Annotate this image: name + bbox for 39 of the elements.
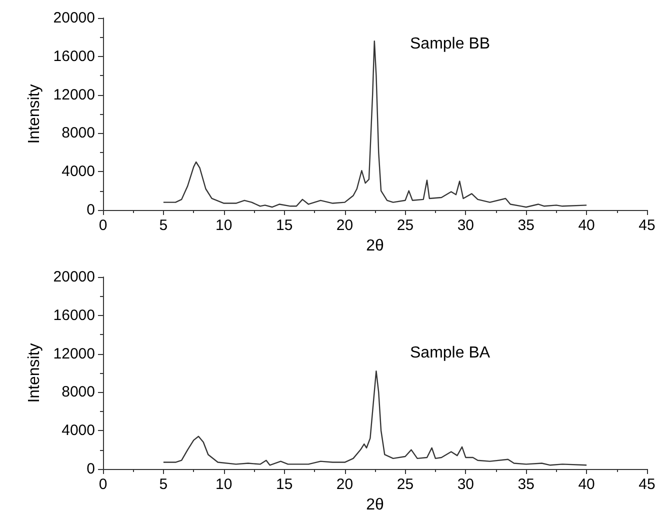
x-tick-label: 35 (518, 217, 534, 234)
y-tick-label: 4000 (62, 163, 95, 180)
y-tick-label: 12000 (53, 345, 95, 362)
x-tick-label: 40 (578, 476, 595, 493)
x-tick-label: 5 (159, 476, 168, 493)
x-tick-label: 35 (518, 476, 534, 493)
line-series (162, 370, 588, 466)
x-tick-label: 40 (578, 217, 595, 234)
y-tick-label: 0 (86, 202, 95, 218)
y-axis-title: Intensity (26, 343, 43, 403)
x-tick-label: 20 (336, 217, 354, 234)
y-tick-label: 4000 (62, 422, 95, 440)
x-tick-label: 10 (216, 217, 232, 234)
x-axis-title: 2θ (366, 238, 384, 254)
x-tick-label: 30 (457, 476, 474, 493)
x-tick-label: 15 (276, 476, 293, 493)
annotation: Sample BA (410, 344, 490, 362)
y-tick-label: 8000 (62, 384, 95, 401)
x-tick-label: 45 (638, 476, 656, 493)
x-tick-label: 30 (457, 217, 474, 234)
y-tick-label: 12000 (53, 86, 95, 104)
y-tick-label: 16000 (53, 306, 95, 324)
x-tick-label: 5 (159, 217, 168, 234)
y-tick-label: 16000 (53, 48, 95, 65)
x-tick-label: 25 (396, 217, 414, 234)
y-axis-title: Intensity (26, 84, 43, 144)
x-tick-label: 20 (336, 476, 354, 493)
x-tick-label: 10 (216, 476, 232, 493)
y-tick-label: 8000 (62, 124, 95, 142)
x-axis-title: 2θ (366, 496, 384, 514)
x-tick-label: 0 (98, 476, 108, 493)
y-tick-label: 20000 (53, 268, 95, 286)
x-tick-label: 25 (396, 476, 414, 493)
x-tick-label: 15 (276, 217, 293, 234)
annotation: Sample BB (410, 36, 490, 52)
y-tick-label: 0 (86, 460, 95, 478)
x-tick-label: 45 (638, 217, 656, 234)
y-tick-label: 20000 (53, 10, 95, 26)
x-tick-label: 0 (98, 217, 108, 234)
